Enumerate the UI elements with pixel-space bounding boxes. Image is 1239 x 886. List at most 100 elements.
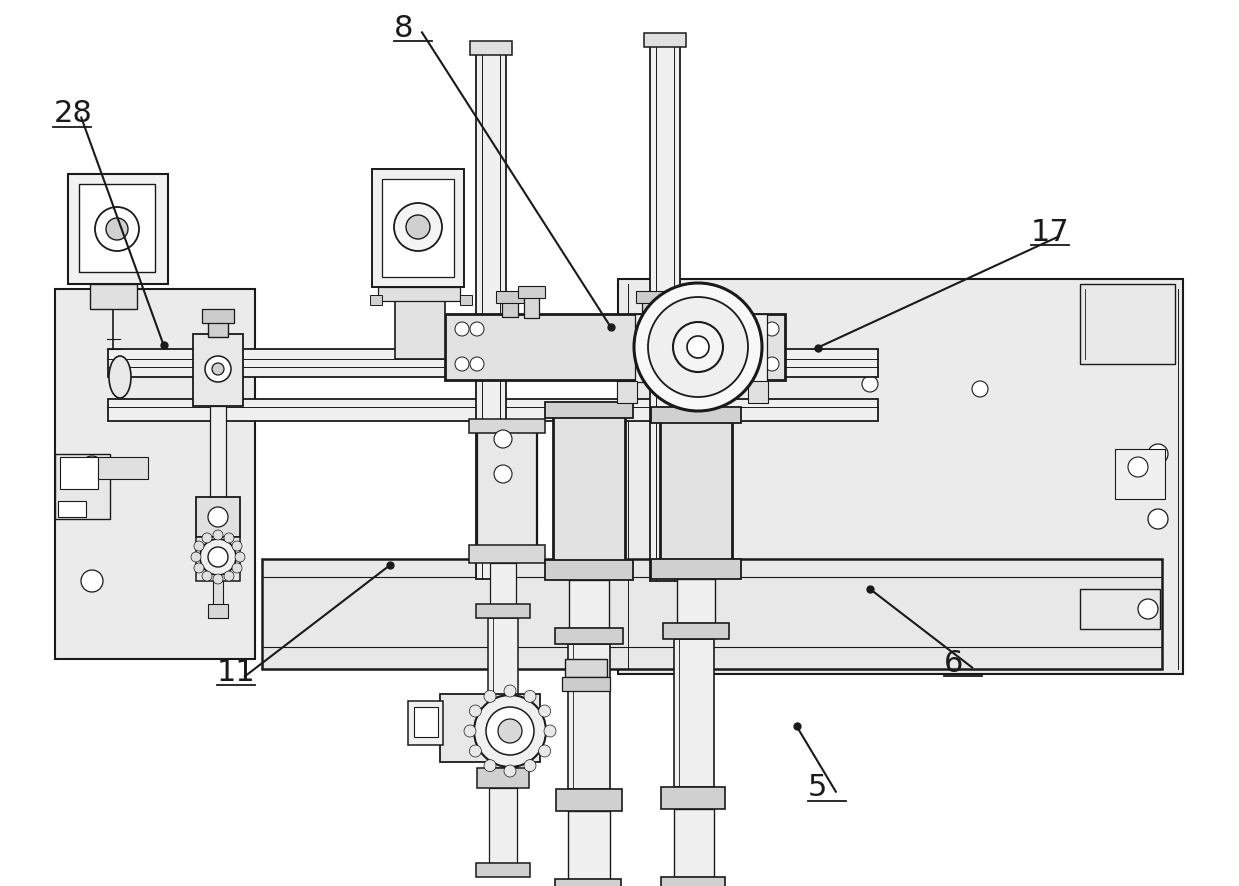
Bar — [476, 50, 506, 579]
Circle shape — [862, 377, 878, 392]
Bar — [261, 559, 1162, 669]
Circle shape — [212, 363, 224, 376]
Bar — [745, 315, 767, 383]
Bar — [372, 170, 463, 288]
Bar — [208, 604, 228, 618]
Bar — [202, 309, 234, 323]
Bar — [524, 297, 539, 319]
Bar — [55, 455, 110, 519]
Bar — [636, 315, 657, 383]
Bar — [563, 677, 610, 691]
Bar — [518, 287, 545, 299]
Circle shape — [1149, 445, 1168, 464]
Circle shape — [494, 431, 512, 448]
Bar — [196, 538, 240, 581]
Bar — [748, 382, 768, 403]
Circle shape — [463, 725, 476, 737]
Bar — [567, 811, 610, 879]
Circle shape — [1137, 599, 1158, 619]
Bar — [477, 768, 529, 789]
Bar — [196, 497, 240, 538]
Bar — [488, 618, 518, 768]
Bar — [90, 284, 138, 309]
Bar — [1080, 589, 1160, 629]
Bar — [545, 560, 633, 580]
Bar — [1115, 449, 1165, 500]
Circle shape — [539, 745, 550, 758]
Circle shape — [470, 705, 482, 717]
Bar — [650, 559, 741, 579]
Circle shape — [232, 563, 242, 573]
Bar — [208, 323, 228, 338]
Circle shape — [539, 705, 550, 717]
Circle shape — [213, 531, 223, 540]
Text: 17: 17 — [1031, 218, 1069, 246]
Bar — [476, 863, 530, 877]
Circle shape — [81, 571, 103, 593]
Bar — [555, 628, 623, 644]
Bar — [660, 787, 725, 809]
Circle shape — [648, 298, 748, 398]
Bar — [567, 644, 610, 789]
Circle shape — [81, 456, 103, 478]
Text: 28: 28 — [53, 99, 92, 128]
Bar — [565, 659, 607, 677]
Circle shape — [455, 358, 470, 371]
Circle shape — [681, 323, 695, 337]
Bar — [642, 301, 658, 318]
Bar — [660, 877, 725, 886]
Bar — [477, 430, 536, 548]
Circle shape — [634, 284, 762, 411]
Text: 8: 8 — [394, 14, 414, 43]
Bar — [382, 180, 453, 277]
Circle shape — [208, 508, 228, 527]
Circle shape — [686, 337, 709, 359]
Bar — [445, 315, 786, 381]
Bar — [674, 809, 714, 877]
Circle shape — [524, 760, 536, 772]
Bar — [408, 701, 444, 745]
Circle shape — [199, 540, 235, 575]
Circle shape — [498, 719, 522, 743]
Bar — [476, 604, 530, 618]
Bar — [213, 581, 223, 606]
Bar — [395, 301, 445, 360]
Bar — [414, 707, 439, 737]
Circle shape — [484, 760, 496, 772]
Bar — [1080, 284, 1175, 364]
Bar — [58, 501, 85, 517]
Bar — [676, 579, 715, 623]
Bar — [108, 400, 878, 422]
Circle shape — [673, 323, 724, 373]
Circle shape — [455, 323, 470, 337]
Circle shape — [470, 323, 484, 337]
Bar — [108, 350, 878, 377]
Circle shape — [213, 574, 223, 585]
Bar — [55, 290, 255, 659]
Bar — [68, 175, 169, 284]
Bar — [555, 879, 621, 886]
Bar — [489, 789, 517, 863]
Circle shape — [191, 552, 201, 563]
Bar — [674, 640, 714, 787]
Circle shape — [544, 725, 556, 737]
Bar — [370, 296, 382, 306]
Bar — [440, 695, 540, 762]
Bar — [663, 623, 729, 640]
Bar — [636, 291, 664, 304]
Bar — [470, 546, 545, 563]
Circle shape — [973, 382, 987, 398]
Bar — [470, 420, 545, 433]
Circle shape — [195, 541, 204, 551]
Circle shape — [470, 745, 482, 758]
Bar — [502, 301, 518, 318]
Bar — [569, 580, 610, 628]
Bar — [553, 415, 624, 563]
Circle shape — [1149, 509, 1168, 530]
Circle shape — [486, 707, 534, 755]
Bar — [644, 34, 686, 48]
Bar — [650, 408, 741, 424]
Circle shape — [475, 696, 546, 767]
Circle shape — [235, 552, 245, 563]
Circle shape — [665, 358, 679, 371]
